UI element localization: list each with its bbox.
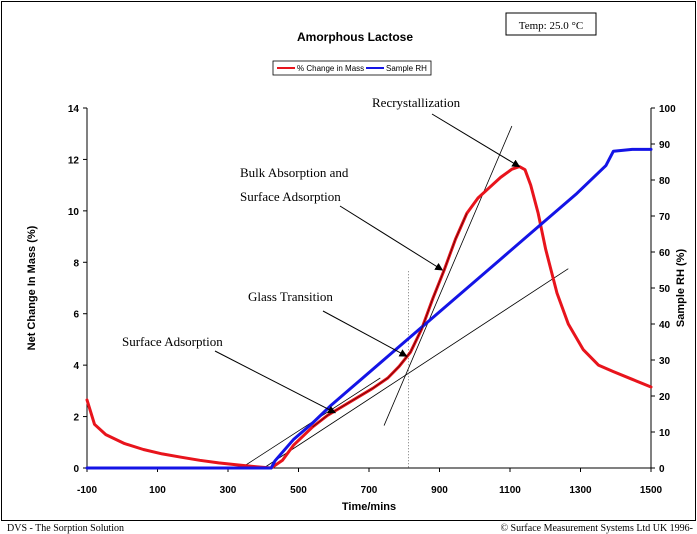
legend-label-rh: Sample RH bbox=[386, 64, 427, 73]
temp-label: Temp: 25.0 °C bbox=[519, 20, 583, 32]
y-left-tick-label: 2 bbox=[73, 413, 79, 424]
x-tick-label: 900 bbox=[431, 485, 448, 496]
y-right-tick-label: 30 bbox=[659, 356, 671, 367]
arrow-bulk-absorption bbox=[339, 205, 444, 271]
y-right-tick-label: 80 bbox=[659, 176, 671, 187]
x-tick-label: 1300 bbox=[569, 485, 592, 496]
chart-title: Amorphous Lactose bbox=[297, 30, 413, 44]
y-right-tick-label: 70 bbox=[659, 212, 671, 223]
x-tick-label: 700 bbox=[361, 485, 378, 496]
annotation-surface-adsorption: Surface Adsorption bbox=[122, 334, 223, 349]
x-tick-label: 1100 bbox=[499, 485, 521, 496]
chart-frame bbox=[1, 1, 696, 521]
x-tick-label: 300 bbox=[220, 485, 237, 496]
x-tick-label: -100 bbox=[77, 485, 97, 496]
y-left-tick-label: 4 bbox=[73, 361, 79, 372]
y-right-tick-label: 0 bbox=[659, 464, 665, 475]
legend-label-mass: % Change in Mass bbox=[297, 64, 364, 73]
y-right-tick-label: 20 bbox=[659, 392, 671, 403]
y-left-tick-label: 14 bbox=[68, 104, 80, 115]
x-tick-label: 500 bbox=[290, 485, 307, 496]
annotation-bulk-absorption: Bulk Absorption and bbox=[240, 165, 349, 180]
y-right-tick-label: 50 bbox=[659, 284, 671, 295]
series-line-sample-rh bbox=[85, 147, 653, 470]
y-left-tick-label: 0 bbox=[73, 464, 79, 475]
arrow-glass-transition bbox=[322, 310, 408, 357]
y-right-tick-label: 90 bbox=[659, 140, 671, 151]
arrow-recrystallization bbox=[431, 113, 521, 168]
footer-right: © Surface Measurement Systems Ltd UK 199… bbox=[500, 523, 693, 534]
y-right-tick-label: 40 bbox=[659, 320, 671, 331]
y-right-tick-label: 60 bbox=[659, 248, 671, 259]
temp-box bbox=[505, 12, 597, 36]
y-left-tick-label: 10 bbox=[68, 207, 80, 218]
footer-left: DVS - The Sorption Solution bbox=[7, 523, 124, 534]
y-right-tick-label: 10 bbox=[659, 428, 671, 439]
arrow-surface-adsorption bbox=[214, 350, 337, 414]
y-left-tick-label: 6 bbox=[73, 310, 79, 321]
annotation-surface-adsorption-bulk: Surface Adsorption bbox=[240, 189, 341, 204]
x-tick-label: 100 bbox=[149, 485, 166, 496]
legend-box bbox=[272, 60, 432, 76]
y-right-tick-label: 100 bbox=[659, 104, 676, 115]
x-tick-label: 1500 bbox=[640, 485, 663, 496]
y-axis-right-title: Sample RH (%) bbox=[675, 249, 687, 328]
y-left-tick-label: 8 bbox=[73, 258, 79, 269]
tangent-line bbox=[263, 268, 569, 469]
series-line-mass-core bbox=[312, 213, 468, 428]
legend: % Change in Mass Sample RH bbox=[272, 60, 432, 76]
y-left-tick-label: 12 bbox=[68, 155, 80, 166]
x-axis-title: Time/mins bbox=[342, 501, 396, 513]
y-axis-left-title: Net Change In Mass (%) bbox=[26, 225, 38, 350]
annotation-recrystallization: Recrystallization bbox=[372, 95, 461, 110]
annotation-glass-transition: Glass Transition bbox=[248, 289, 333, 304]
tangent-line bbox=[383, 125, 513, 426]
